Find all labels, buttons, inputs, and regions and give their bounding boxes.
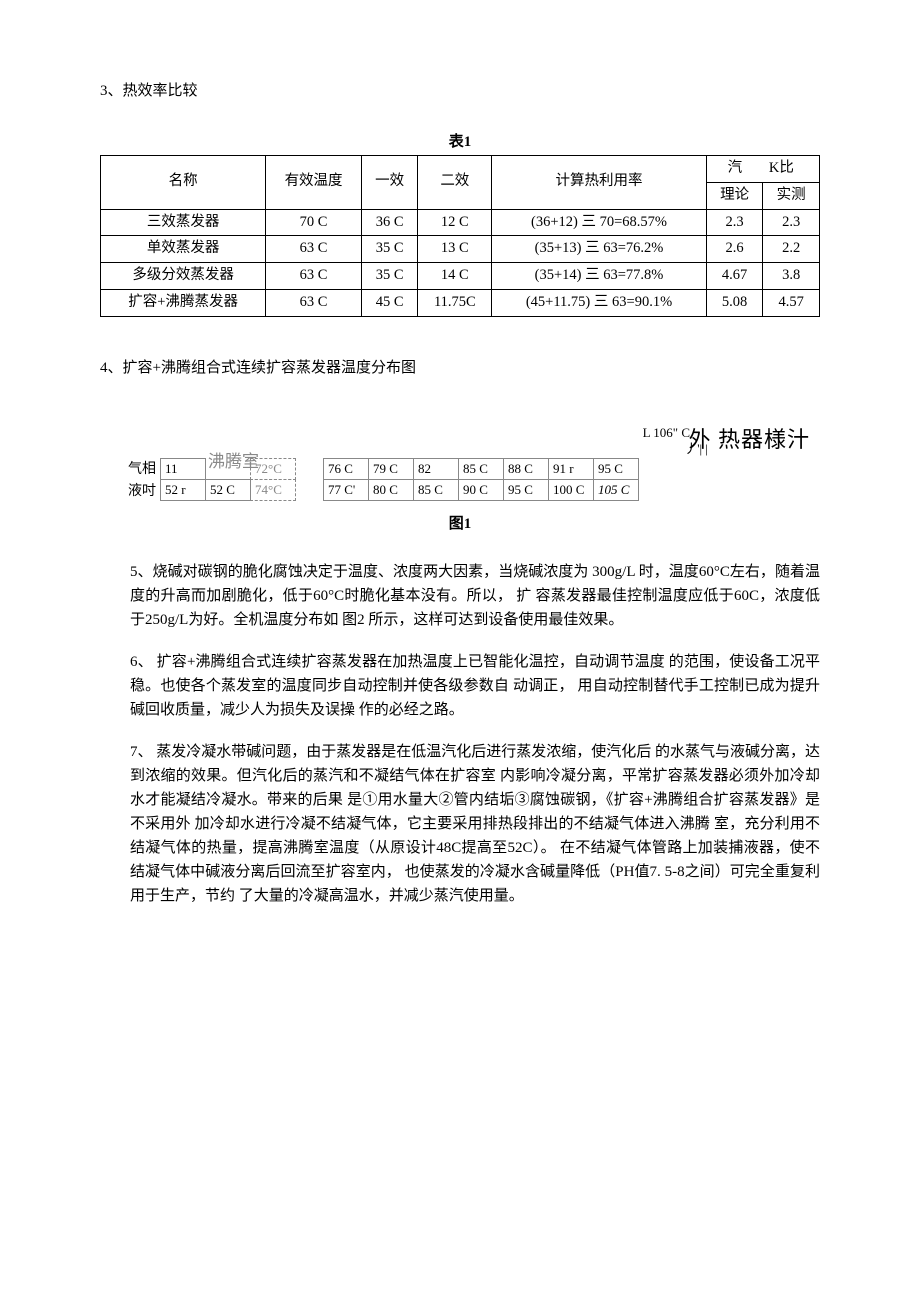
table-head-row-1: 名称 有效温度 一效 二效 计算热利用率 汽 K比	[101, 156, 820, 183]
cell: 105 C	[593, 479, 639, 501]
cell: 90 C	[458, 479, 504, 501]
cell-measured: 2.3	[763, 209, 820, 236]
liquid-phase-label: 液吋	[100, 481, 160, 503]
gas-phase-label: 气相	[100, 459, 160, 481]
cell-calc: (35+13) 三 63=76.2%	[492, 236, 707, 263]
col-e1: 一效	[361, 156, 418, 210]
cell-name: 扩容+沸腾蒸发器	[101, 289, 266, 316]
cell: 100 C	[548, 479, 594, 501]
cell: 82	[413, 458, 459, 480]
cell-e2: 14 C	[418, 263, 492, 290]
figure-1-caption: 图1	[100, 513, 820, 536]
cell: 95 C	[503, 479, 549, 501]
cell: 85 C	[458, 458, 504, 480]
cell-calc: (35+14) 三 63=77.8%	[492, 263, 707, 290]
cell-calc: (36+12) 三 70=68.57%	[492, 209, 707, 236]
cell-measured: 2.2	[763, 236, 820, 263]
paragraph-5: 5、烧碱对碳钢的脆化腐蚀决定于温度、浓度两大因素，当烧碱浓度为 300g/L 时…	[130, 560, 820, 632]
cell-e1: 35 C	[361, 263, 418, 290]
table-row: 扩容+沸腾蒸发器 63 C 45 C 11.75C (45+11.75) 三 6…	[101, 289, 820, 316]
cell: 85 C	[413, 479, 459, 501]
cell: 11	[160, 458, 206, 480]
cell-measured: 3.8	[763, 263, 820, 290]
cell-temp: 63 C	[266, 236, 362, 263]
cell-theory: 5.08	[706, 289, 763, 316]
cell-name: 三效蒸发器	[101, 209, 266, 236]
cell: 80 C	[368, 479, 414, 501]
paragraph-6: 6、 扩容+沸腾组合式连续扩容蒸发器在加热温度上已智能化温控，自动调节温度 的范…	[130, 650, 820, 722]
cell: 77 C'	[323, 479, 369, 501]
table-row: 多级分效蒸发器 63 C 35 C 14 C (35+14) 三 63=77.8…	[101, 263, 820, 290]
cell-name: 多级分效蒸发器	[101, 263, 266, 290]
cell-theory: 2.6	[706, 236, 763, 263]
cell: 88 C	[503, 458, 549, 480]
table-row: 三效蒸发器 70 C 36 C 12 C (36+12) 三 70=68.57%…	[101, 209, 820, 236]
temperature-distribution-diagram: 外 热器様汁 L 106" C 丿'| | 沸腾室 气相 液吋 11 52 r …	[100, 459, 820, 503]
right-cell-block: 76 C77 C'79 C80 C8285 C85 C90 C88 C95 C9…	[323, 459, 638, 503]
cell: 95 C	[593, 458, 639, 480]
cell-e2: 12 C	[418, 209, 492, 236]
table-1-caption: 表1	[100, 131, 820, 154]
cell-e1: 35 C	[361, 236, 418, 263]
thermal-efficiency-table: 名称 有效温度 一效 二效 计算热利用率 汽 K比 理论 实测 三效蒸发器 70…	[100, 155, 820, 317]
cell-e1: 36 C	[361, 209, 418, 236]
col-ratio-1: 汽	[706, 156, 763, 183]
cell: 74°C	[250, 479, 296, 501]
cell-e1: 45 C	[361, 289, 418, 316]
cell-name: 单效蒸发器	[101, 236, 266, 263]
cell: 52 r	[160, 479, 206, 501]
section-3-heading: 3、热效率比较	[100, 80, 820, 103]
cell-temp: 63 C	[266, 263, 362, 290]
cell-calc: (45+11.75) 三 63=90.1%	[492, 289, 707, 316]
overlay-brackets: 丿'| |	[684, 439, 708, 459]
col-measured: 实测	[763, 182, 820, 209]
col-theory: 理论	[706, 182, 763, 209]
section-4-heading: 4、扩容+沸腾组合式连续扩容蒸发器温度分布图	[100, 357, 820, 380]
overlay-106: L 106" C	[643, 423, 690, 443]
cell-e2: 13 C	[418, 236, 492, 263]
col-name: 名称	[101, 156, 266, 210]
cell-temp: 70 C	[266, 209, 362, 236]
col-calc: 计算热利用率	[492, 156, 707, 210]
table-row: 单效蒸发器 63 C 35 C 13 C (35+13) 三 63=76.2% …	[101, 236, 820, 263]
cell: 79 C	[368, 458, 414, 480]
col-eff-temp: 有效温度	[266, 156, 362, 210]
boiling-room-label: 沸腾室	[208, 449, 259, 475]
col-ratio-2: K比	[763, 156, 820, 183]
paragraph-7: 7、 蒸发冷凝水带碱问题，由于蒸发器是在低温汽化后进行蒸发浓缩，使汽化后 的水蒸…	[130, 740, 820, 908]
cell-temp: 63 C	[266, 289, 362, 316]
cell-measured: 4.57	[763, 289, 820, 316]
cell: 76 C	[323, 458, 369, 480]
cell: 91 r	[548, 458, 594, 480]
cell-e2: 11.75C	[418, 289, 492, 316]
cell-theory: 2.3	[706, 209, 763, 236]
col-e2: 二效	[418, 156, 492, 210]
cell: 52 C	[205, 479, 251, 501]
cell-theory: 4.67	[706, 263, 763, 290]
